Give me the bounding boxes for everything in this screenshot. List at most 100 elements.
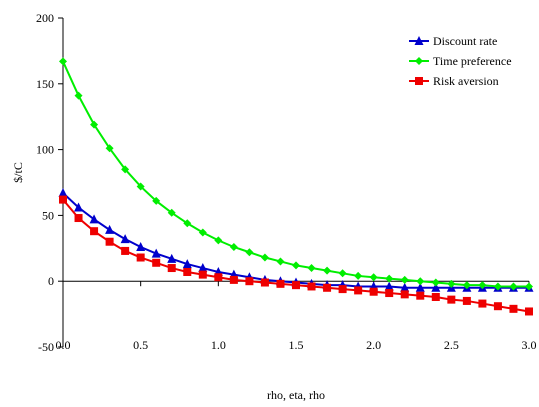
y-tick-label: 100 [36, 143, 54, 157]
data-point [198, 263, 208, 273]
y-axis-label: $/tC [11, 162, 25, 183]
series-line [62, 192, 529, 289]
legend-marker [414, 36, 424, 45]
data-point [90, 227, 99, 236]
data-point [105, 224, 115, 234]
series-line [62, 61, 529, 288]
data-point [167, 208, 176, 217]
y-tick-label: 50 [42, 208, 54, 222]
data-point [105, 144, 114, 153]
data-point [229, 242, 238, 251]
data-point [509, 282, 518, 291]
data-point [493, 282, 502, 291]
axes: -50 0 50 100 150 200 0.0 0.5 1.0 1.5 2.0 2.5 3.0 [36, 11, 537, 354]
data-point [384, 281, 394, 291]
data-point [462, 296, 471, 305]
data-point [121, 165, 130, 174]
y-tick-label: 200 [36, 11, 54, 25]
data-point [183, 219, 192, 228]
data-point [120, 234, 130, 244]
legend-marker [415, 77, 423, 85]
legend: Discount rate Time preference Risk aversio… [409, 34, 512, 88]
series-line [62, 198, 530, 313]
data-point [307, 282, 316, 291]
data-point [136, 182, 145, 191]
data-point [416, 277, 425, 286]
x-tick-label: 2.5 [444, 338, 459, 352]
data-point [431, 292, 440, 301]
data-point [385, 274, 394, 283]
data-point [89, 214, 99, 224]
data-point [369, 287, 378, 296]
x-tick-label: 0.0 [56, 338, 71, 352]
data-point [245, 277, 254, 286]
data-point [525, 282, 533, 291]
data-point [245, 248, 254, 257]
data-point [121, 246, 130, 255]
data-point [260, 278, 269, 287]
data-point [182, 259, 192, 269]
series-discount-rate [58, 188, 534, 292]
series-risk-aversion [59, 195, 533, 316]
x-axis-label: rho, eta, rho [267, 388, 325, 402]
data-point [493, 302, 502, 311]
series-layer [58, 57, 534, 316]
x-tick-label: 0.5 [133, 338, 148, 352]
x-tick-label: 1.0 [211, 338, 226, 352]
data-point [214, 273, 223, 282]
legend-marker [415, 57, 423, 65]
data-point [400, 282, 410, 292]
data-point [354, 271, 363, 280]
data-point [151, 248, 161, 258]
y-tick-label: 0 [48, 274, 54, 288]
legend-label: Risk aversion [433, 74, 499, 88]
data-point [105, 237, 114, 246]
data-point [415, 282, 425, 292]
data-point [58, 188, 68, 198]
data-point [447, 279, 456, 288]
legend-entry: Discount rate [409, 34, 497, 48]
data-point [462, 281, 471, 290]
data-point [183, 267, 192, 276]
data-point [276, 279, 285, 288]
legend-entry: Risk aversion [409, 74, 499, 88]
x-tick-label: 3.0 [522, 338, 537, 352]
data-point [431, 278, 440, 287]
data-point [416, 291, 425, 300]
data-point [136, 241, 146, 251]
data-point [74, 214, 83, 223]
data-point [307, 264, 316, 273]
data-point [525, 307, 533, 316]
data-point [400, 290, 409, 299]
data-point [74, 202, 84, 212]
data-point [478, 299, 487, 308]
legend-label: Time preference [433, 54, 512, 68]
data-point [385, 289, 394, 298]
data-point [214, 236, 223, 245]
data-point [74, 91, 83, 100]
data-point [152, 258, 161, 267]
x-tick-label: 2.0 [366, 338, 381, 352]
data-point [478, 281, 487, 290]
data-point [323, 283, 332, 292]
data-point [338, 269, 347, 278]
data-point [292, 281, 300, 290]
data-point [59, 195, 67, 204]
data-point [369, 273, 378, 282]
data-point [400, 275, 409, 284]
legend-label: Discount rate [433, 34, 497, 48]
data-point [292, 261, 300, 270]
data-point [136, 253, 145, 262]
y-tick-label: 150 [36, 77, 54, 91]
data-point [276, 257, 285, 266]
legend-entry: Time preference [409, 54, 512, 68]
series-time-preference [59, 57, 533, 291]
data-point [431, 282, 441, 292]
data-point [338, 285, 347, 294]
x-tick-label: 1.5 [289, 338, 304, 352]
data-point [354, 286, 363, 295]
data-point [59, 57, 67, 66]
data-point [447, 295, 456, 304]
data-point [229, 275, 238, 284]
